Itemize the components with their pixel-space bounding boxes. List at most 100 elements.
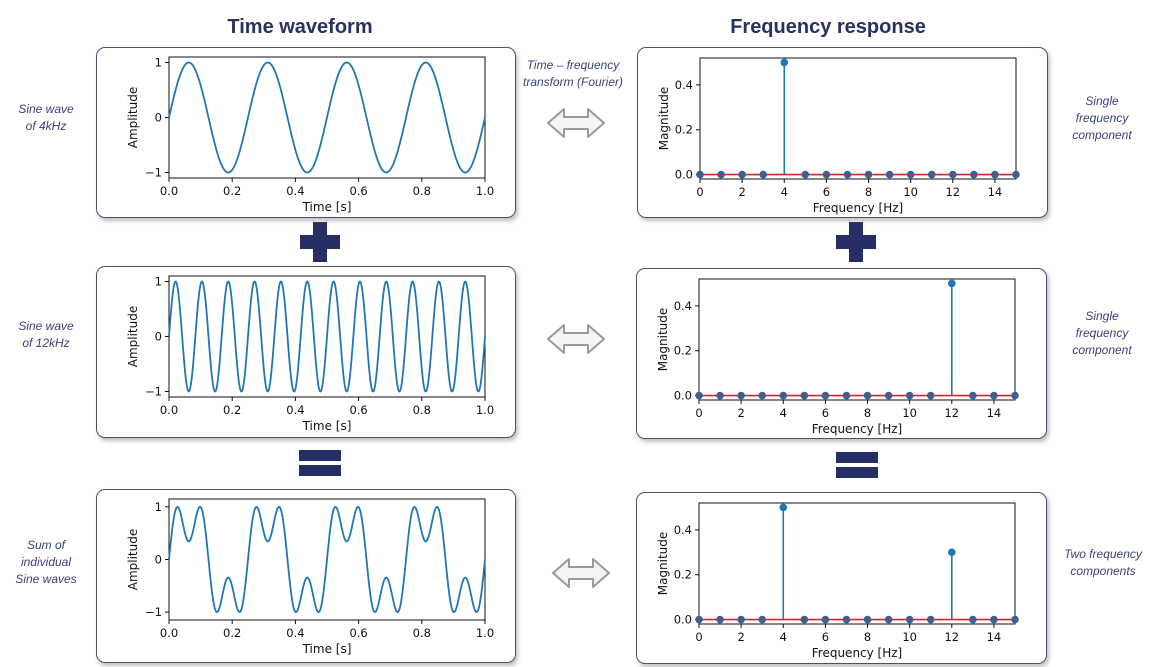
x-tick-label: 0.8: [413, 403, 431, 417]
x-axis-label: Frequency [Hz]: [812, 646, 903, 660]
y-tick-label: 0.4: [674, 523, 692, 537]
plus-icon-left: [300, 222, 340, 262]
stem-marker: [821, 615, 830, 624]
x-tick-label: 0.2: [223, 403, 241, 417]
stem-marker: [927, 170, 936, 179]
y-axis-label: Magnitude: [656, 308, 670, 372]
x-tick-label: 0.8: [413, 184, 431, 198]
plot-frame: [698, 502, 1016, 625]
stem-marker: [864, 170, 873, 179]
stem-marker: [780, 58, 789, 67]
x-tick-label: 8: [864, 630, 871, 644]
stem-marker: [969, 615, 977, 624]
x-tick-label: 0.4: [286, 403, 304, 417]
y-tick-label: −1: [145, 385, 162, 399]
row3-right-label: Two frequency components: [1064, 547, 1142, 578]
y-tick-label: 0.0: [674, 389, 692, 403]
stem-marker: [717, 170, 725, 179]
y-tick-label: 1: [155, 500, 162, 514]
stem-marker: [863, 615, 872, 624]
plot-frame: [698, 278, 1016, 401]
y-axis-label: Amplitude: [126, 87, 140, 149]
y-tick-label: −1: [145, 605, 162, 619]
x-tick-label: 0: [696, 185, 703, 199]
x-tick-label: 1.0: [476, 403, 494, 417]
x-tick-label: 12: [945, 185, 960, 199]
x-axis-label: Time [s]: [302, 200, 352, 214]
stem-marker: [779, 503, 788, 512]
stem-marker: [990, 391, 998, 400]
row1-left-label: Sine wave of 4kHz: [18, 102, 74, 133]
y-axis-label: Amplitude: [126, 529, 140, 591]
stem-marker: [905, 391, 914, 400]
stem-marker: [695, 391, 703, 400]
stem-marker: [843, 170, 852, 179]
x-tick-label: 6: [822, 630, 829, 644]
equals-icon-right: [836, 452, 878, 478]
freq-chart-2: 0 2 4 6 8 10 12 14 0.4 0.2 0.0 Frequency [Hz] Magnit…: [656, 278, 1019, 436]
x-axis-label: Frequency [Hz]: [812, 422, 903, 436]
freq-chart-1: 0 2 4 6 8 10 12 14 0.4 0.2 0.0 Frequency [Hz] Magnit…: [657, 57, 1020, 215]
x-tick-label: 1.0: [476, 184, 494, 198]
x-tick-label: 10: [902, 630, 917, 644]
y-tick-label: 0.2: [674, 568, 692, 582]
x-tick-label: 0.2: [223, 184, 241, 198]
row1-right-label: Single frequency component: [1072, 94, 1132, 142]
transform-label: Time – frequency transform (Fourier): [522, 58, 623, 89]
x-tick-label: 2: [737, 630, 744, 644]
x-tick-label: 8: [864, 406, 871, 420]
stem-marker: [863, 391, 872, 400]
double-arrow-icon-1: [547, 108, 605, 138]
time-chart-panel-3: 0.0 0.2 0.4 0.6 0.8 1.0 1 0 −1 Time [s] Amplitude: [96, 489, 516, 663]
x-tick-label: 14: [987, 630, 1002, 644]
x-tick-label: 0.0: [160, 626, 178, 640]
stem-marker: [716, 391, 724, 400]
x-tick-label: 8: [865, 185, 872, 199]
stem-marker: [738, 170, 746, 179]
y-tick-label: 0.0: [674, 613, 692, 627]
x-tick-label: 10: [902, 406, 917, 420]
waveform-line: [168, 505, 486, 614]
x-tick-label: 12: [944, 406, 959, 420]
x-tick-label: 0.0: [160, 403, 178, 417]
stem-marker: [948, 548, 956, 557]
x-tick-label: 2: [737, 406, 744, 420]
freq-chart-panel-3: 0 2 4 6 8 10 12 14 0.4 0.2 0.0 Frequency [Hz] Magnit…: [636, 492, 1047, 664]
stem-marker: [1011, 391, 1019, 400]
time-chart-panel-1: 0.0 0.2 0.4 0.6 0.8 1.0 1 0 −1 Time [s] Amplitude: [96, 47, 516, 218]
y-tick-label: −1: [145, 166, 162, 180]
y-tick-label: 1: [155, 275, 162, 289]
stem-marker: [759, 170, 767, 179]
time-waveform-header: Time waveform: [227, 16, 373, 38]
x-tick-label: 4: [780, 630, 787, 644]
frequency-response-header: Frequency response: [730, 16, 926, 38]
stem-marker: [737, 391, 745, 400]
stem-marker: [758, 391, 766, 400]
x-tick-label: 14: [987, 406, 1002, 420]
stem-marker: [990, 615, 998, 624]
y-tick-label: 0: [155, 111, 162, 125]
x-tick-label: 12: [944, 630, 959, 644]
stem-marker: [970, 170, 978, 179]
y-axis-label: Magnitude: [656, 532, 670, 596]
freq-chart-3: 0 2 4 6 8 10 12 14 0.4 0.2 0.0 Frequency [Hz] Magnit…: [656, 502, 1019, 660]
x-axis-label: Frequency [Hz]: [813, 201, 904, 215]
x-tick-label: 0.6: [349, 403, 367, 417]
plus-icon-right: [836, 222, 876, 262]
x-tick-label: 2: [738, 185, 745, 199]
x-tick-label: 4: [780, 406, 787, 420]
double-arrow-icon-2: [547, 324, 605, 354]
row3-left-label: Sum of individual Sine waves: [15, 538, 77, 586]
stem-marker: [800, 391, 809, 400]
stem-marker: [884, 391, 893, 400]
x-tick-label: 14: [988, 185, 1003, 199]
x-tick-label: 0.4: [286, 626, 304, 640]
waveform-line: [168, 280, 486, 393]
freq-chart-panel-1: 0 2 4 6 8 10 12 14 0.4 0.2 0.0 Frequency [Hz] Magnit…: [637, 47, 1048, 218]
double-arrow-icon-3: [552, 558, 610, 588]
y-tick-label: 0: [155, 330, 162, 344]
stem-marker: [695, 615, 703, 624]
row2-right-label: Single frequency component: [1072, 309, 1132, 357]
stem-marker: [822, 170, 831, 179]
x-tick-label: 0.2: [223, 626, 241, 640]
